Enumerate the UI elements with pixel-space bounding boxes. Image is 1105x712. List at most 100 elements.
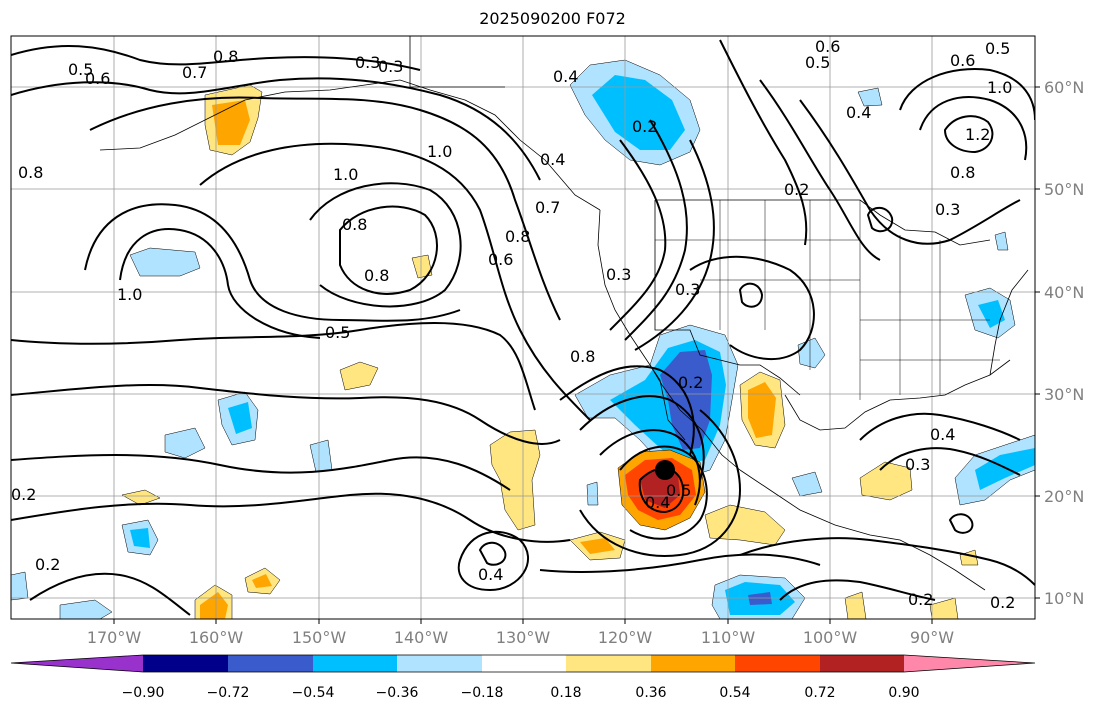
longitude-label: 90°W	[910, 628, 954, 647]
contour-label: 1.0	[117, 285, 142, 304]
anomaly-region-positive	[212, 100, 250, 145]
anomaly-region-positive	[339, 361, 379, 391]
contour-label: 0.4	[645, 493, 670, 512]
anomaly-region-positive	[859, 461, 913, 501]
latitude-label: 50°N	[1044, 180, 1084, 199]
contour-label: 0.8	[18, 163, 43, 182]
state-borders	[655, 200, 1000, 400]
anomaly-region-positive	[489, 429, 541, 531]
colorbar-segment	[651, 655, 735, 672]
anomaly-region-negative	[592, 75, 685, 150]
colorbar-segment	[904, 655, 1035, 672]
anomaly-region-positive	[844, 591, 867, 619]
contour-label: 0.7	[182, 63, 207, 82]
latitude-label: 30°N	[1044, 385, 1084, 404]
contour-label: 0.6	[85, 69, 110, 88]
contour-label: 0.8	[505, 227, 530, 246]
colorbar-segment	[482, 655, 566, 672]
colorbar-segment	[397, 655, 482, 672]
anomaly-region-negative	[59, 599, 113, 619]
longitude-label: 160°W	[189, 628, 244, 647]
colorbar-tick-label: 0.18	[550, 685, 581, 701]
colorbar-tick-label: 0.54	[719, 685, 750, 701]
colorbar-tick-label: −0.90	[122, 685, 165, 701]
contour-label: 0.6	[950, 51, 975, 70]
colorbar-tick-label: 0.72	[804, 685, 835, 701]
contour-lines	[11, 39, 1035, 616]
latitude-label: 20°N	[1044, 487, 1084, 506]
anomaly-region-negative	[978, 300, 1005, 328]
anomaly-region-negative	[660, 350, 712, 450]
contour-label: 0.3	[675, 280, 700, 299]
longitude-labels: 170°W 160°W 150°W 140°W 130°W 120°W 110°…	[87, 628, 954, 647]
anomaly-region-negative	[11, 571, 29, 601]
contour-label: 0.8	[364, 266, 389, 285]
colorbar-segment	[228, 655, 313, 672]
colorbar-tick-label: −0.54	[292, 685, 335, 701]
contour-label: 0.3	[935, 200, 960, 219]
colorbar-segment	[143, 655, 228, 672]
latitude-label: 10°N	[1044, 589, 1084, 608]
contour-label: 0.3	[905, 455, 930, 474]
contour-label: 1.0	[333, 165, 358, 184]
contour-label: 0.5	[68, 60, 93, 79]
colorbar	[10, 654, 1036, 673]
anomaly-region-negative	[791, 471, 823, 497]
contour-label: 0.2	[990, 593, 1015, 612]
contour-label: 0.4	[540, 150, 565, 169]
map-title: 2025090200 F072	[479, 9, 626, 28]
anomaly-region-negative	[975, 448, 1035, 490]
contour-label: 0.5	[985, 39, 1010, 58]
colorbar-tick-label: −0.72	[207, 685, 250, 701]
anomaly-region-negative	[586, 481, 599, 506]
anomaly-region-negative	[994, 231, 1009, 251]
anomaly-region-negative	[129, 247, 201, 277]
contour-label: 0.8	[570, 347, 595, 366]
colorbar-tick-label: −0.18	[461, 685, 504, 701]
contour-label-layer: 0.5 0.6 0.7 0.8 0.3 0.3 0.4 0.6 0.5 0.5 …	[11, 37, 1015, 612]
contour-label: 1.0	[427, 142, 452, 161]
contour-label: 0.3	[606, 265, 631, 284]
latitude-labels: 60°N 50°N 40°N 30°N 20°N 10°N	[1044, 78, 1084, 608]
contour-label: 0.7	[535, 198, 560, 217]
contour-label: 0.2	[784, 180, 809, 199]
latitude-label: 60°N	[1044, 78, 1084, 97]
colorbar-tick-label: −0.36	[376, 685, 419, 701]
contour-label: 0.2	[632, 117, 657, 136]
colorbar-segment	[313, 655, 397, 672]
contour-label: 0.6	[815, 37, 840, 56]
shaded-anomaly-layer	[11, 59, 1035, 619]
contour-label: 0.8	[950, 163, 975, 182]
colorbar-segment	[735, 655, 820, 672]
anomaly-region-positive	[252, 574, 272, 588]
anomaly-region-positive	[580, 538, 615, 554]
map-gridlines	[11, 36, 1035, 619]
contour-label: 0.8	[213, 47, 238, 66]
anomaly-region-negative	[748, 592, 772, 605]
colorbar-segment	[11, 655, 143, 672]
contour-label: 0.5	[325, 323, 350, 342]
longitude-label: 170°W	[87, 628, 142, 647]
anomaly-region-positive	[929, 597, 959, 619]
longitude-label: 110°W	[701, 628, 756, 647]
longitude-label: 130°W	[496, 628, 551, 647]
colorbar-segment	[566, 655, 651, 672]
anomaly-region-positive	[411, 254, 433, 279]
longitude-label: 140°W	[394, 628, 449, 647]
anomaly-region-negative	[228, 402, 252, 434]
contour-label: 0.3	[355, 53, 380, 72]
contour-label: 0.2	[35, 555, 60, 574]
contour-label: 0.3	[378, 57, 403, 76]
colorbar-tick-label: 0.90	[888, 685, 919, 701]
axis-ticks	[113, 86, 1040, 624]
anomaly-region-positive	[704, 504, 786, 546]
storm-center	[655, 460, 675, 480]
contour-label: 0.2	[678, 373, 703, 392]
colorbar-tick-label: 0.36	[635, 685, 666, 701]
anomaly-region-negative	[857, 87, 883, 107]
longitude-label: 120°W	[598, 628, 653, 647]
longitude-label: 100°W	[803, 628, 858, 647]
contour-label: 0.4	[478, 565, 503, 584]
contour-label: 0.5	[666, 481, 691, 500]
contour-label: 0.2	[908, 590, 933, 609]
